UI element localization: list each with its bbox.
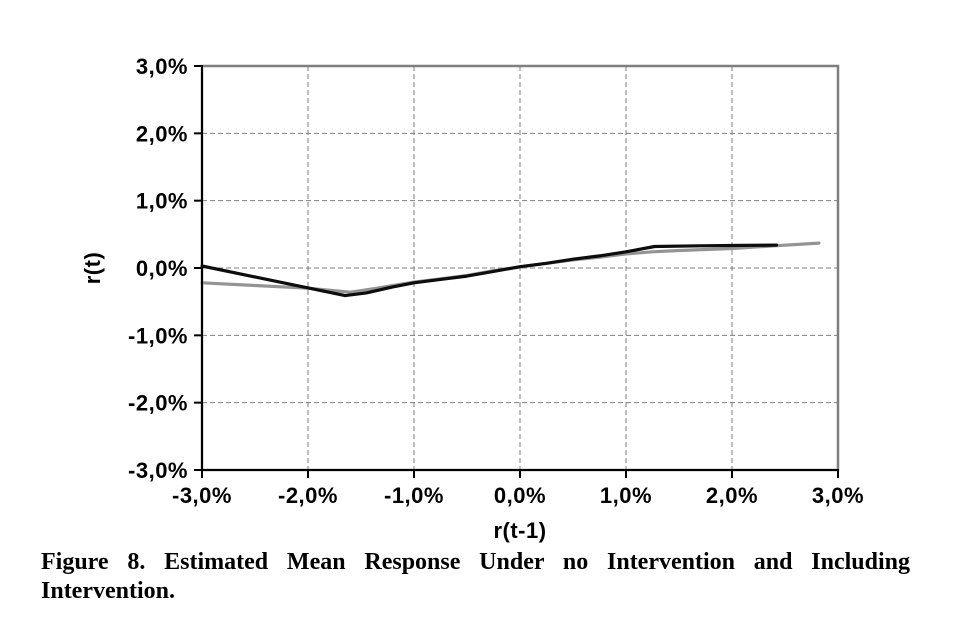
y-axis-title: r(t) [80,252,105,285]
caption-line-1: Figure 8. Estimated Mean Response Under … [41,549,910,575]
y-tick-label: 1,0% [136,189,188,214]
figure-caption: Figure 8. Estimated Mean Response Under … [41,548,910,606]
y-tick-label: -1,0% [128,323,188,348]
y-tick-label: 3,0% [136,54,188,79]
y-tick-label: 0,0% [136,256,188,281]
y-tick-labels: 3,0% 2,0% 1,0% 0,0% -1,0% -2,0% -3,0% [128,54,188,483]
x-tick-label: 2,0% [706,483,758,508]
chart-area: -3,0% -2,0% -1,0% 0,0% 1,0% 2,0% 3,0% 3,0% 2,0%… [80,54,864,543]
axes [194,65,839,478]
y-tick-label: -2,0% [128,391,188,416]
y-tick-label: 2,0% [136,121,188,146]
x-tick-labels: -3,0% -2,0% -1,0% 0,0% 1,0% 2,0% 3,0% [172,483,864,508]
series-line-no_intervention [200,243,779,298]
x-tick-label: 3,0% [812,483,864,508]
x-axis-title: r(t-1) [493,518,546,543]
series-lines [200,241,821,298]
x-tick-label: 1,0% [600,483,652,508]
gridlines [202,66,838,470]
x-tick-label: -1,0% [384,483,444,508]
x-tick-label: -3,0% [172,483,232,508]
y-tick-label: -3,0% [128,458,188,483]
line-chart: -3,0% -2,0% -1,0% 0,0% 1,0% 2,0% 3,0% 3,0% 2,0%… [80,54,864,543]
x-tick-label: -2,0% [278,483,338,508]
x-tick-label: 0,0% [494,483,546,508]
caption-line-2: Intervention. [41,578,175,604]
